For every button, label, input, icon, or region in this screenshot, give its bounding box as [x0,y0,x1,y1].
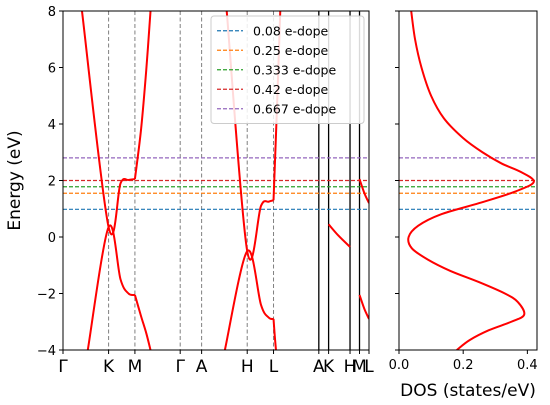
k-point-label: L [269,357,279,377]
doping-level-lines [63,157,369,210]
band-y-ticks: −4 −2 0 2 4 6 8 [37,5,399,359]
dos-x-tick-label: 0.2 [453,358,474,373]
band-line [272,318,277,350]
y-tick-label: 0 [48,231,56,246]
legend: 0.08 e-dope 0.25 e-dope 0.333 e-dope 0.42 e… [210,15,365,124]
dos-panel: 0.0 0.2 0.4 DOS (states/eV) [389,10,538,401]
dos-x-axis-label: DOS (states/eV) [400,381,536,401]
dos-line [407,11,535,350]
dos-frame [398,10,538,351]
k-point-label: H [241,357,254,377]
y-tick-label: 8 [48,5,56,20]
k-point-label: H [344,357,357,377]
y-tick-label: 4 [48,118,56,133]
k-point-label: M [128,357,143,377]
band-line [358,294,369,320]
band-line [223,249,274,350]
band-line [327,223,351,248]
legend-label: 0.25 e-dope [253,43,329,58]
y-tick-label: 2 [48,175,56,190]
y-tick-label: 6 [48,62,56,77]
dos-x-tick-label: 0.0 [389,358,410,373]
legend-label: 0.08 e-dope [253,23,329,38]
dos-x-ticks: 0.0 0.2 0.4 [389,350,538,373]
k-point-label: Γ [175,357,185,377]
k-point-label: M [352,357,367,377]
dos-x-tick-label: 0.4 [517,358,538,373]
y-axis-label: Energy (eV) [5,130,25,230]
legend-box [210,15,365,124]
legend-label: 0.333 e-dope [253,62,336,77]
k-point-label: A [196,357,208,377]
y-tick-label: −2 [37,288,56,303]
dos-curve [407,11,535,350]
band-line [133,11,152,180]
k-point-label: L [364,357,374,377]
band-k-ticks: Γ K M Γ A H L AK HML [58,350,374,377]
k-point-label: Γ [58,357,68,377]
band-line [133,294,152,350]
band-line [225,11,274,261]
y-tick-label: −4 [37,344,56,359]
k-point-label: K [103,357,115,377]
legend-label: 0.42 e-dope [253,82,329,97]
band-line [358,178,369,204]
dos-doping-level-lines [399,157,537,210]
band-line [80,11,136,236]
band-curves [80,11,369,350]
k-point-label: A [313,357,325,377]
k-point-label: K [323,357,335,377]
band-line [86,224,136,350]
legend-label: 0.667 e-dope [253,101,336,116]
